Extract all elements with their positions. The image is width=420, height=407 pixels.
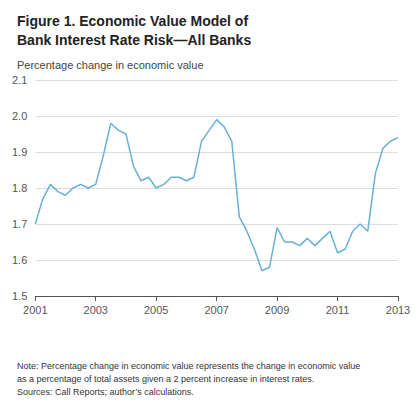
svg-text:2.0: 2.0	[12, 110, 27, 122]
svg-text:Note: Percentage change in eco: Note: Percentage change in economic valu…	[17, 361, 360, 371]
svg-text:as a percentage of total asset: as a percentage of total assets given a …	[17, 374, 314, 384]
svg-text:Sources: Call Reports; author’: Sources: Call Reports; author’s calculat…	[17, 387, 194, 397]
svg-text:2007: 2007	[204, 304, 228, 316]
svg-text:2005: 2005	[144, 304, 168, 316]
svg-text:2013: 2013	[386, 304, 410, 316]
svg-text:1.8: 1.8	[12, 182, 27, 194]
svg-text:Percentage change in economic: Percentage change in economic value	[17, 59, 204, 71]
svg-text:2011: 2011	[326, 304, 350, 316]
svg-text:1.6: 1.6	[12, 254, 27, 266]
svg-text:2001: 2001	[23, 304, 47, 316]
svg-text:2.1: 2.1	[12, 74, 27, 86]
svg-text:2003: 2003	[84, 304, 108, 316]
svg-text:1.7: 1.7	[12, 218, 27, 230]
svg-text:Bank Interest Rate Risk—All Ba: Bank Interest Rate Risk—All Banks	[17, 32, 251, 48]
svg-text:Figure 1. Economic Value Model: Figure 1. Economic Value Model of	[17, 13, 248, 29]
svg-text:1.9: 1.9	[12, 146, 27, 158]
svg-text:1.5: 1.5	[12, 290, 27, 302]
svg-text:2009: 2009	[265, 304, 289, 316]
